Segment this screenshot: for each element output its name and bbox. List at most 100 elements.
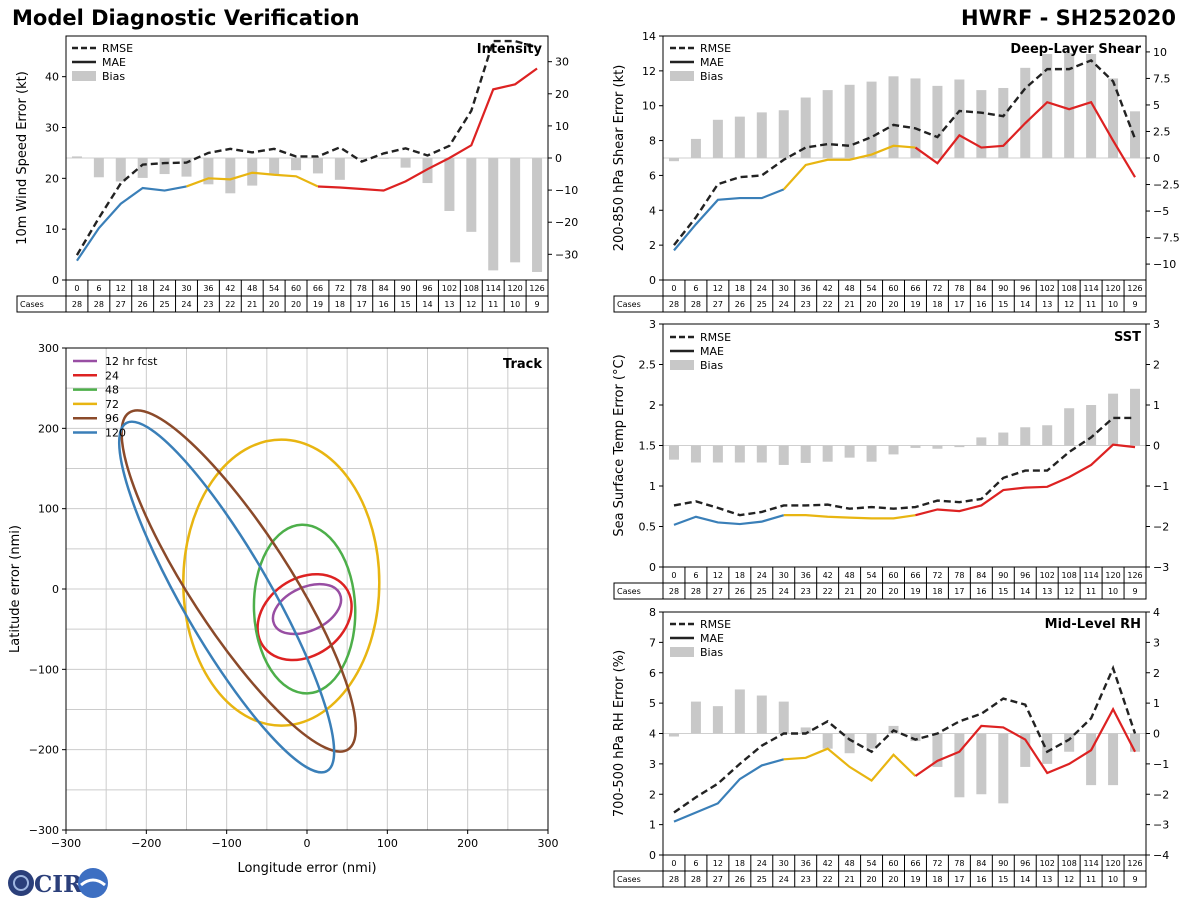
sst-case-count: 10 bbox=[1108, 587, 1118, 596]
intensity-bias-bar bbox=[510, 158, 521, 263]
intensity-hour-label: 108 bbox=[464, 284, 479, 293]
intensity-bias-bar bbox=[71, 156, 82, 158]
intensity-hour-label: 66 bbox=[313, 284, 323, 293]
intensity-hour-label: 24 bbox=[159, 284, 169, 293]
intensity-legend-bias-swatch bbox=[72, 71, 96, 81]
intensity-case-count: 20 bbox=[269, 300, 279, 309]
sst-case-count: 20 bbox=[866, 587, 876, 596]
intensity-case-count: 28 bbox=[72, 300, 82, 309]
rh-hour-label: 12 bbox=[713, 859, 723, 868]
rh-bias-bar bbox=[1086, 733, 1097, 786]
sst-case-count: 27 bbox=[713, 587, 723, 596]
rh-ytick-label: 8 bbox=[649, 606, 656, 619]
sst-ytick-label: 2.5 bbox=[639, 359, 657, 372]
sst-hour-label: 60 bbox=[888, 571, 898, 580]
rh-y2tick-label: −2 bbox=[1153, 788, 1169, 801]
intensity-case-count: 26 bbox=[138, 300, 148, 309]
cira-logo: CIRA bbox=[8, 868, 108, 898]
sst-hour-label: 96 bbox=[1020, 571, 1030, 580]
sst-ylabel: Sea Surface Temp Error (°C) bbox=[612, 354, 627, 536]
sst-bias-bar bbox=[1042, 425, 1053, 446]
intensity-hour-label: 18 bbox=[138, 284, 148, 293]
sst-ytick-label: 3 bbox=[649, 318, 656, 331]
intensity-case-count: 17 bbox=[357, 300, 367, 309]
rh-case-count: 9 bbox=[1132, 875, 1137, 884]
sst-bias-bar bbox=[800, 445, 811, 463]
sst-case-count: 9 bbox=[1132, 587, 1137, 596]
sst-mae-line bbox=[915, 443, 1136, 517]
intensity-bias-bar bbox=[93, 158, 104, 178]
shear-hour-label: 66 bbox=[910, 284, 920, 293]
shear-hour-label: 6 bbox=[693, 284, 698, 293]
shear-ytick-label: 2 bbox=[649, 239, 656, 252]
sst-y2tick-label: 2 bbox=[1153, 359, 1160, 372]
shear-case-count: 16 bbox=[976, 300, 986, 309]
intensity-hour-label: 114 bbox=[486, 284, 501, 293]
sst-ytick-label: 2 bbox=[649, 399, 656, 412]
shear-hour-label: 114 bbox=[1083, 284, 1098, 293]
shear-y2tick-label: 5 bbox=[1153, 99, 1160, 112]
sst-bias-bar bbox=[1108, 393, 1119, 446]
rh-y2tick-label: −4 bbox=[1153, 849, 1169, 862]
rh-case-count: 21 bbox=[845, 875, 855, 884]
rh-case-count: 27 bbox=[713, 875, 723, 884]
sst-hour-label: 102 bbox=[1040, 571, 1055, 580]
sst-case-count: 19 bbox=[910, 587, 920, 596]
shear-hour-label: 108 bbox=[1062, 284, 1077, 293]
shear-y2tick-label: −2.5 bbox=[1153, 179, 1180, 192]
shear-hour-label: 18 bbox=[735, 284, 745, 293]
rh-y2tick-label: 2 bbox=[1153, 667, 1160, 680]
shear-ytick-label: 6 bbox=[649, 169, 656, 182]
intensity-bias-bar bbox=[532, 158, 543, 272]
intensity-y2tick-label: −20 bbox=[555, 216, 578, 229]
sst-case-count: 16 bbox=[976, 587, 986, 596]
intensity-bias-bar bbox=[137, 158, 148, 178]
sst-case-count: 17 bbox=[954, 587, 964, 596]
track-title: Track bbox=[503, 357, 542, 372]
shear-bias-bar bbox=[976, 90, 987, 158]
sst-bias-bar bbox=[712, 445, 723, 463]
track-ylabel: Latitude error (nmi) bbox=[8, 525, 23, 653]
intensity-hour-label: 6 bbox=[96, 284, 101, 293]
rh-legend-rmse: RMSE bbox=[700, 618, 731, 631]
sst-hour-label: 0 bbox=[671, 571, 676, 580]
sst-hour-label: 72 bbox=[932, 571, 942, 580]
sst-hour-label: 54 bbox=[866, 571, 876, 580]
track-ellipse-96 bbox=[120, 409, 358, 753]
shear-bias-bar bbox=[690, 138, 701, 158]
rh-bias-bar bbox=[1064, 733, 1075, 752]
intensity-bias-bar bbox=[203, 158, 214, 185]
intensity-bias-bar bbox=[422, 158, 433, 184]
shear-hour-label: 60 bbox=[888, 284, 898, 293]
shear-ytick-label: 0 bbox=[649, 274, 656, 287]
rh-mae-line bbox=[783, 747, 917, 783]
sst-y2tick-label: −3 bbox=[1153, 561, 1169, 574]
shear-bias-bar bbox=[1064, 52, 1075, 159]
rh-y2tick-label: 3 bbox=[1153, 636, 1160, 649]
rh-cases-label: Cases bbox=[617, 875, 641, 884]
shear-y2tick-label: 0 bbox=[1153, 152, 1160, 165]
rh-legend-bias: Bias bbox=[700, 646, 723, 659]
sst-case-count: 11 bbox=[1086, 587, 1096, 596]
sst-case-count: 28 bbox=[691, 587, 701, 596]
sst-hour-label: 42 bbox=[823, 571, 833, 580]
rh-hour-label: 66 bbox=[910, 859, 920, 868]
rh-case-count: 18 bbox=[932, 875, 942, 884]
shear-bias-bar bbox=[800, 97, 811, 158]
intensity-case-count: 22 bbox=[225, 300, 235, 309]
intensity-hour-label: 30 bbox=[181, 284, 191, 293]
shear-case-count: 10 bbox=[1108, 300, 1118, 309]
rh-hour-label: 24 bbox=[757, 859, 767, 868]
shear-hour-label: 90 bbox=[998, 284, 1008, 293]
sst-cases-row bbox=[613, 582, 1147, 600]
shear-case-count: 20 bbox=[888, 300, 898, 309]
shear-bias-bar bbox=[1042, 54, 1053, 158]
shear-mae-line bbox=[673, 188, 785, 252]
track-legend-label: 120 bbox=[105, 427, 126, 440]
shear-bias-bar bbox=[954, 79, 965, 158]
rh-hour-label: 90 bbox=[998, 859, 1008, 868]
track-legend-label: 72 bbox=[105, 398, 119, 411]
track-xtick-label: −200 bbox=[131, 837, 161, 850]
sst-bias-bar bbox=[844, 445, 855, 458]
rh-case-count: 12 bbox=[1064, 875, 1074, 884]
